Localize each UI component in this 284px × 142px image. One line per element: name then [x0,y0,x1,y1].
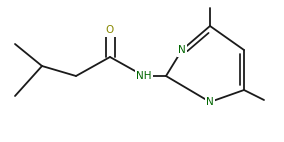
Text: N: N [206,97,214,107]
Text: N: N [178,45,186,55]
Text: O: O [106,25,114,35]
Text: NH: NH [136,71,152,81]
